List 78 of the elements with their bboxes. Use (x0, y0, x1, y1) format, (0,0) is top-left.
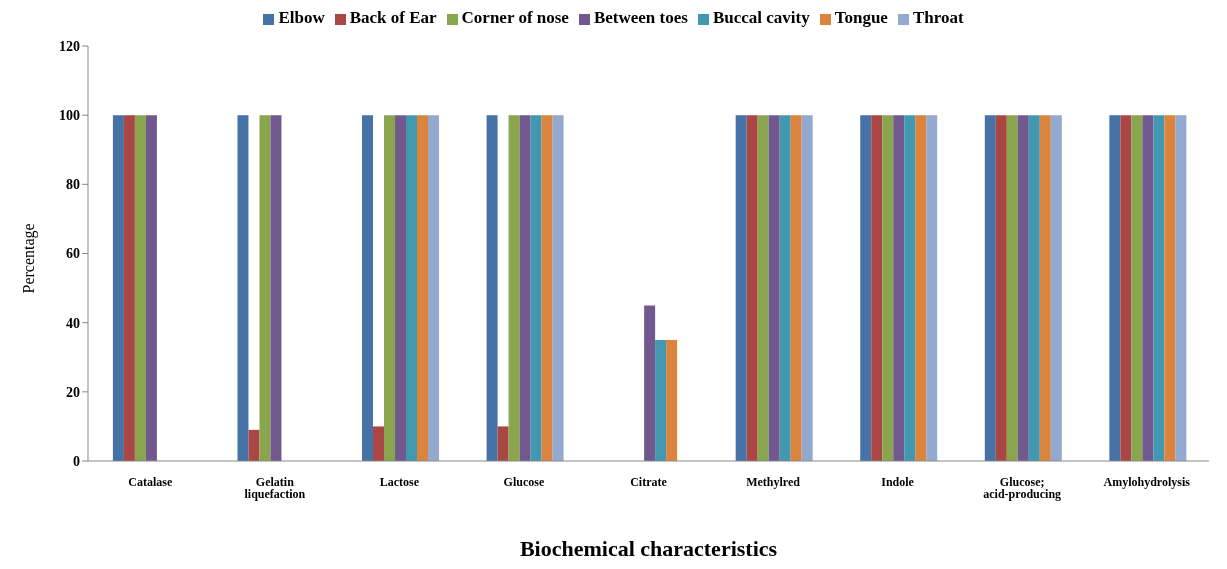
bar (362, 115, 374, 461)
bar (1039, 115, 1051, 461)
bar (112, 115, 124, 461)
x-tick-label: Amylohydrolysis (1103, 474, 1191, 489)
x-tick-label: Glucose; acid-producing (983, 474, 1062, 501)
bar (768, 115, 780, 461)
bar (248, 429, 260, 461)
bar (145, 115, 157, 461)
legend-label: Tongue (834, 8, 888, 27)
bar (882, 115, 894, 461)
legend-label: Between toes (593, 8, 688, 27)
legend-label: Elbow (278, 8, 325, 27)
x-axis-title: Biochemical characteristics (519, 536, 778, 561)
bar (1131, 115, 1143, 461)
y-tick-label: 80 (66, 177, 80, 193)
bar (428, 115, 440, 461)
x-tick-label: Citrate (630, 474, 668, 489)
y-tick-label: 60 (66, 246, 80, 262)
bar (644, 305, 656, 461)
bar (893, 115, 905, 461)
y-tick-label: 120 (59, 38, 80, 54)
bar (497, 426, 509, 461)
bar (270, 115, 282, 461)
bar (1164, 115, 1176, 461)
y-tick-label: 100 (59, 108, 80, 124)
bar (541, 115, 553, 461)
bar (1006, 115, 1018, 461)
bar (552, 115, 564, 461)
bar (746, 115, 758, 461)
bar (259, 115, 271, 461)
x-tick-label: Catalase (128, 474, 173, 489)
bar (995, 115, 1007, 461)
bar (1153, 115, 1165, 461)
bar (395, 115, 407, 461)
y-tick-label: 0 (73, 453, 80, 469)
bar (1109, 115, 1121, 461)
bar (1175, 115, 1187, 461)
bar (417, 115, 429, 461)
bar (486, 115, 498, 461)
bar (860, 115, 872, 461)
bar (134, 115, 146, 461)
bar (1120, 115, 1132, 461)
bar (757, 115, 769, 461)
legend-label: Buccal cavity (712, 8, 810, 27)
y-tick-label: 40 (66, 315, 80, 331)
bar (237, 115, 249, 461)
bar (373, 426, 385, 461)
legend-label: Corner of nose (461, 8, 569, 27)
bar (384, 115, 396, 461)
x-tick-label: Lactose (379, 474, 420, 489)
x-tick-label: Gelatin liquefaction (244, 474, 306, 501)
y-tick-label: 20 (66, 384, 80, 400)
bar (915, 115, 927, 461)
bar (904, 115, 916, 461)
x-tick-label: Methylred (746, 474, 801, 489)
bar (508, 115, 520, 461)
bar (790, 115, 802, 461)
bar (779, 115, 791, 461)
bar (926, 115, 938, 461)
bar (1050, 115, 1062, 461)
bar (519, 115, 531, 461)
bar (1142, 115, 1154, 461)
bar (666, 339, 678, 461)
x-tick-label: Indole (881, 474, 915, 489)
bar (1017, 115, 1029, 461)
bar (735, 115, 747, 461)
bar (655, 339, 667, 461)
bar (123, 115, 135, 461)
legend-label: Throat (912, 8, 964, 27)
bar (530, 115, 542, 461)
bar (1028, 115, 1040, 461)
x-tick-label: Glucose (503, 474, 545, 489)
bar (406, 115, 418, 461)
y-axis-title: Percentage (19, 223, 38, 294)
bar (984, 115, 996, 461)
bar (871, 115, 883, 461)
bar (801, 115, 813, 461)
legend-label: Back of Ear (349, 8, 437, 27)
